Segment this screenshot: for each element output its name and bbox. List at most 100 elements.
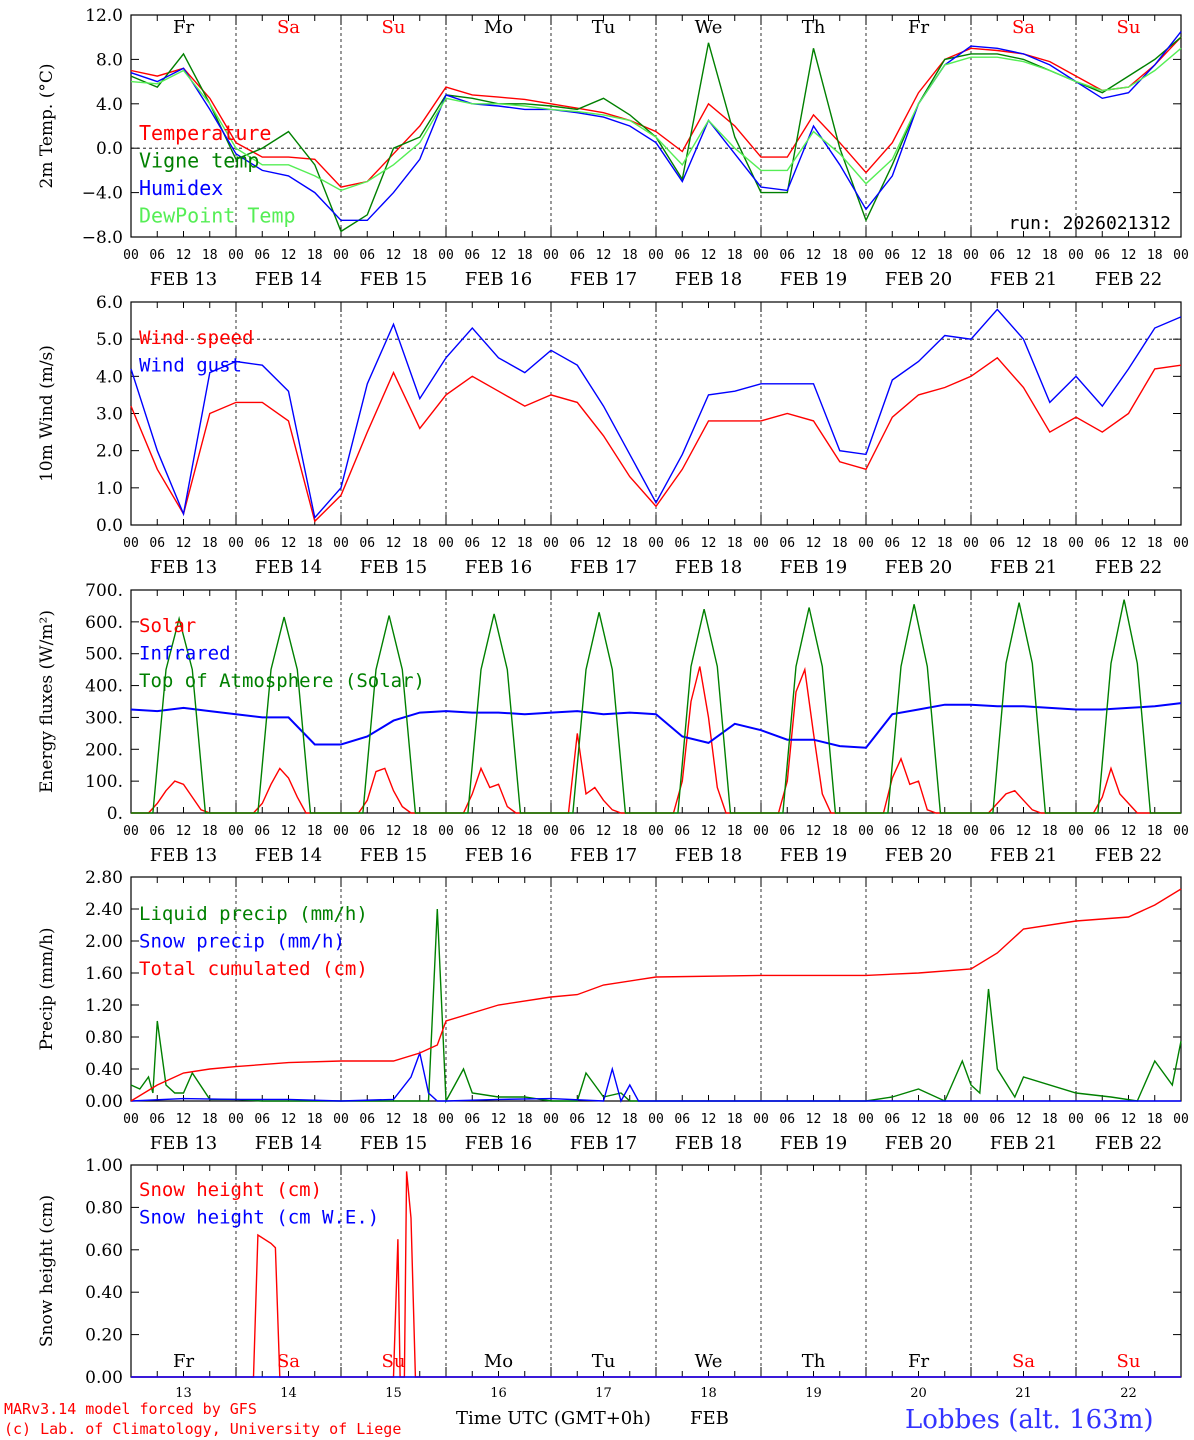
date-label: FEB 13: [150, 269, 217, 290]
footer-credit-model: MARv3.14 model forced by GFS: [4, 1400, 257, 1418]
y-tick-label: 2.80: [85, 868, 123, 888]
hour-tick-label: 00: [333, 248, 349, 263]
series-line-total-cumulated-cm-: [130, 888, 1182, 1102]
y-tick-label: 1.60: [85, 964, 123, 984]
hour-tick-label: 18: [622, 248, 638, 263]
day-number-label: 21: [1015, 1386, 1032, 1401]
hour-tick-label: 06: [149, 536, 165, 551]
day-number-label: 19: [805, 1386, 822, 1401]
hour-tick-label: 12: [491, 536, 507, 551]
hour-tick-label: 18: [202, 1112, 218, 1127]
hour-tick-label: 12: [701, 824, 717, 839]
hour-tick-label: 00: [1068, 536, 1084, 551]
hour-tick-label: 12: [386, 1112, 402, 1127]
day-name-label: Su: [1117, 17, 1141, 38]
hour-tick-label: 12: [176, 1112, 192, 1127]
y-tick-label: 1.20: [85, 996, 123, 1016]
hour-tick-label: 18: [412, 248, 428, 263]
y-tick-label: 400.: [85, 677, 123, 697]
date-label: FEB 17: [570, 557, 637, 578]
hour-tick-label: 00: [648, 248, 664, 263]
station-label: Lobbes (alt. 163m): [905, 1405, 1154, 1435]
hour-tick-label: 12: [1016, 248, 1032, 263]
legend-entry: Wind speed: [139, 327, 253, 349]
date-label: FEB 21: [990, 845, 1057, 866]
date-label: FEB 13: [150, 1133, 217, 1154]
day-number-label: 15: [385, 1386, 402, 1401]
hour-tick-label: 06: [569, 824, 585, 839]
date-label: FEB 16: [465, 557, 532, 578]
date-label: FEB 15: [360, 269, 427, 290]
date-label: FEB 17: [570, 1133, 637, 1154]
hour-tick-label: 00: [123, 248, 139, 263]
hour-tick-label: 06: [569, 248, 585, 263]
day-name-label: Su: [1117, 1351, 1141, 1372]
day-number-label: 13: [175, 1386, 192, 1401]
y-axis-label: Precip (mm/h): [37, 927, 57, 1050]
hour-tick-label: 18: [937, 536, 953, 551]
y-tick-label: 2.40: [85, 900, 123, 920]
date-label: FEB 16: [465, 845, 532, 866]
hour-tick-label: 06: [359, 824, 375, 839]
hour-tick-label: 18: [517, 248, 533, 263]
date-label: FEB 22: [1095, 1133, 1162, 1154]
day-name-label: Th: [802, 17, 826, 38]
hour-tick-label: 12: [596, 536, 612, 551]
day-number-label: 20: [910, 1386, 927, 1401]
day-name-label: Tu: [592, 1351, 616, 1372]
hour-tick-label: 00: [753, 536, 769, 551]
hour-tick-label: 18: [1042, 248, 1058, 263]
hour-tick-label: 06: [989, 248, 1005, 263]
hour-tick-label: 00: [858, 824, 874, 839]
hour-tick-label: 18: [1147, 824, 1163, 839]
y-tick-label: 0.20: [85, 1326, 123, 1346]
y-tick-label: 600.: [85, 613, 123, 633]
legend-entry: Vigne temp: [139, 149, 259, 173]
y-tick-label: 1.0: [96, 479, 123, 499]
hour-tick-label: 18: [832, 824, 848, 839]
date-label: FEB 20: [885, 557, 952, 578]
y-tick-label: 700.: [85, 581, 123, 601]
hour-tick-label: 18: [307, 248, 323, 263]
hour-tick-label: 12: [176, 248, 192, 263]
y-tick-label: 0.00: [85, 1092, 123, 1112]
hour-tick-label: 12: [281, 248, 297, 263]
hour-tick-label: 00: [648, 536, 664, 551]
legend-entry: Liquid precip (mm/h): [139, 903, 368, 925]
hour-tick-label: 12: [1121, 1112, 1137, 1127]
hour-tick-label: 12: [491, 824, 507, 839]
hour-tick-label: 12: [596, 1112, 612, 1127]
day-name-label: Sa: [277, 17, 300, 38]
hour-tick-label: 18: [622, 1112, 638, 1127]
hour-tick-label: 18: [517, 1112, 533, 1127]
hour-tick-label: 06: [359, 536, 375, 551]
hour-tick-label: 06: [464, 536, 480, 551]
hour-tick-label: 12: [1121, 536, 1137, 551]
date-label: FEB 18: [675, 1133, 742, 1154]
series-line-snow-precip-mm-h-: [130, 1050, 1181, 1103]
y-tick-label: 0.0: [96, 139, 123, 159]
date-label: FEB 16: [465, 1133, 532, 1154]
date-label: FEB 15: [360, 1133, 427, 1154]
y-tick-label: 0.0: [96, 516, 123, 536]
plot-frame: [130, 301, 1182, 526]
hour-tick-label: 06: [884, 1112, 900, 1127]
date-label: FEB 18: [675, 845, 742, 866]
hour-tick-label: 12: [176, 536, 192, 551]
series-line-temperature: [130, 36, 1182, 188]
hour-tick-label: 18: [937, 824, 953, 839]
hour-tick-label: 06: [884, 248, 900, 263]
day-name-label: Fr: [173, 17, 194, 38]
date-label: FEB 14: [255, 845, 322, 866]
hour-tick-label: 06: [359, 248, 375, 263]
hour-tick-label: 06: [674, 248, 690, 263]
day-number-label: 16: [490, 1386, 507, 1401]
hour-tick-label: 18: [202, 248, 218, 263]
date-label: FEB 13: [150, 557, 217, 578]
hour-tick-label: 18: [1147, 536, 1163, 551]
hour-tick-label: 06: [674, 824, 690, 839]
date-label: FEB 20: [885, 1133, 952, 1154]
hour-tick-label: 06: [779, 248, 795, 263]
panel-2: 6.0 5.0 4.0 3.0 2.0 1.0 0.0 10m Wind (m/s) Wind …: [37, 293, 1189, 578]
